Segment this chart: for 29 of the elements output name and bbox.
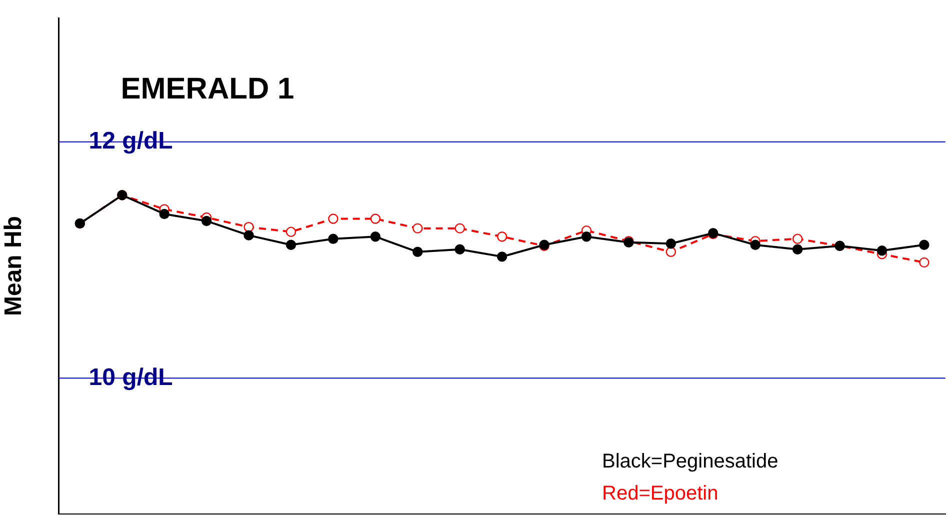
- point: [328, 214, 338, 224]
- point: [159, 208, 170, 220]
- point: [496, 232, 508, 242]
- point: [286, 226, 296, 237]
- point: [454, 244, 465, 254]
- point: [919, 240, 930, 250]
- point: [581, 232, 592, 242]
- point: [370, 214, 381, 224]
- point: [201, 216, 212, 226]
- point: [412, 223, 423, 234]
- point: [666, 246, 676, 258]
- point: [666, 238, 676, 249]
- point: [328, 234, 338, 244]
- point: [286, 240, 296, 250]
- point: [876, 246, 888, 256]
- point: [370, 232, 381, 242]
- point: [919, 257, 930, 268]
- point: [412, 246, 423, 258]
- point: [792, 244, 803, 254]
- text: EMERALD 1: [120, 72, 294, 106]
- point: [244, 230, 254, 240]
- point: [496, 252, 508, 262]
- point: [244, 222, 254, 232]
- point: [792, 234, 803, 244]
- y-axis-title: Mean Hb: [0, 216, 28, 316]
- point: [750, 240, 760, 250]
- annotation: Red=Epoetin: [602, 482, 718, 505]
- annotation: Black=Peginesatide: [602, 450, 778, 473]
- point: [454, 223, 465, 234]
